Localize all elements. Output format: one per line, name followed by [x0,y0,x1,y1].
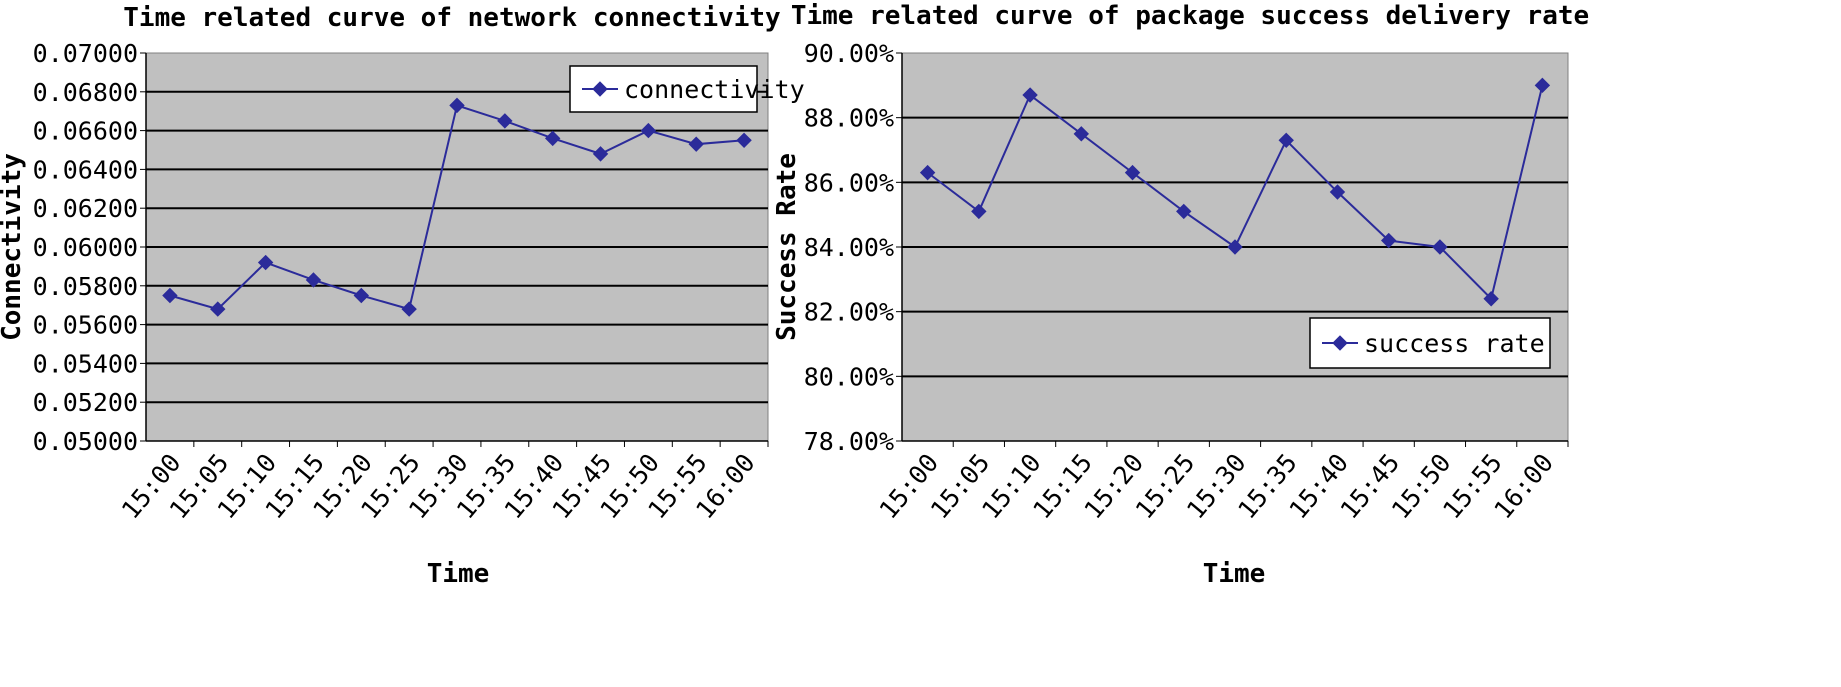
y-tick-label-0: 0.06000 [33,233,138,262]
y-axis-label-0: Connectivity [0,153,27,341]
y-tick-label-1: 80.00% [804,362,894,391]
y-tick-label-1: 90.00% [804,39,894,68]
data-point-0-0 [210,301,226,317]
data-point-1-0 [1278,132,1294,149]
y-tick-label-0: 0.06800 [33,78,138,107]
y-axis-label-1: Success Rate [772,153,802,341]
data-point-0-0 [497,113,513,129]
data-point-1-0 [1380,232,1397,249]
y-tick-label-0: 0.05800 [33,272,138,301]
y-tick-label-1: 78.00% [804,427,894,456]
legend-label-0: connectivity [624,75,805,104]
data-point-0-0 [640,122,657,139]
data-point-0-0 [162,287,178,304]
y-tick-label-0: 0.06400 [33,155,138,184]
y-tick-label-0: 0.06600 [33,117,138,146]
y-tick-label-1: 88.00% [804,104,894,133]
y-tick-label-1: 84.00% [804,233,894,262]
data-point-1-0 [919,164,936,181]
y-tick-label-0: 0.07000 [33,39,138,68]
data-point-1-0 [1329,184,1346,200]
y-tick-label-0: 0.05200 [33,388,138,417]
x-axis-label-0: Time [427,559,490,589]
data-point-1-0 [1227,239,1243,255]
chart-title-0: Time related curve of network connectivi… [123,3,780,33]
data-point-0-0 [353,287,370,304]
data-point-1-0 [1534,77,1551,94]
data-point-1-0 [1432,239,1448,255]
data-point-0-0 [401,301,417,317]
data-point-1-0 [1483,291,1499,307]
y-tick-label-0: 0.05000 [33,427,138,456]
data-point-1-0 [1022,87,1038,103]
data-point-0-0 [305,272,322,288]
y-tick-label-1: 86.00% [804,168,894,197]
data-point-0-0 [257,254,274,271]
legend-label-1: success rate [1364,329,1545,358]
data-point-0-0 [449,97,465,114]
legend-marker-1 [1332,335,1348,351]
data-point-1-0 [1124,164,1141,181]
legend-marker-0 [592,81,608,97]
data-point-0-0 [736,132,752,149]
data-point-1-0 [971,203,987,220]
data-point-1-0 [1073,126,1090,142]
data-point-1-0 [1176,203,1192,220]
y-tick-label-0: 0.05600 [33,311,138,340]
chart-title-1: Time related curve of package success de… [791,1,1589,31]
data-point-0-0 [592,146,609,162]
y-tick-label-0: 0.06200 [33,194,138,223]
y-tick-label-1: 82.00% [804,298,894,327]
y-tick-label-0: 0.05400 [33,349,138,378]
data-point-0-0 [544,130,561,147]
data-point-0-0 [688,136,704,152]
x-axis-label-1: Time [1203,559,1266,589]
